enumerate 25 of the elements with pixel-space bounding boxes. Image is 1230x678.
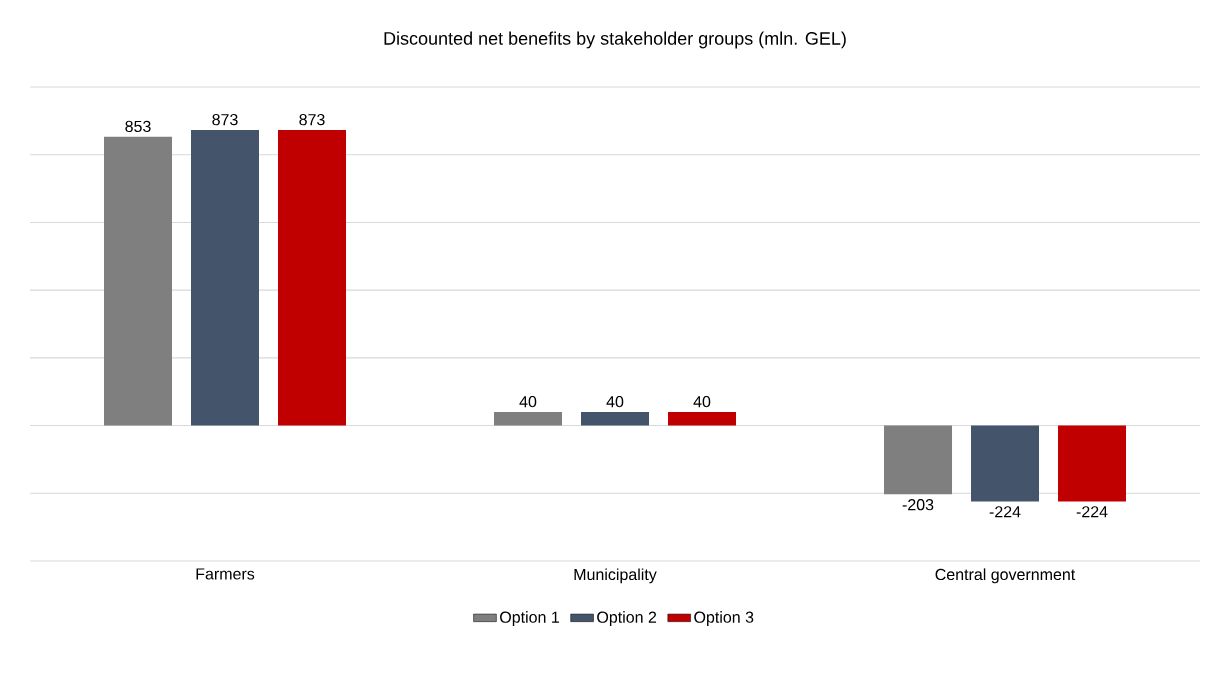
bar: [668, 412, 737, 426]
bar: [494, 412, 563, 426]
bar: [1058, 425, 1127, 502]
data-label: -224: [989, 506, 1021, 518]
legend-label: Option 1: [500, 611, 559, 626]
bar: [191, 130, 260, 426]
bar: [971, 425, 1040, 502]
bar: [104, 136, 172, 426]
x-tick-label: Central government: [935, 568, 1076, 584]
bar: [278, 130, 346, 426]
x-tick-label: Municipality: [574, 568, 657, 584]
bar: [581, 412, 650, 426]
data-label: -224: [1076, 506, 1108, 518]
x-tick-label: Farmers: [196, 568, 255, 580]
data-label: 40: [519, 395, 537, 408]
data-label: 873: [299, 113, 325, 126]
data-label: 873: [212, 113, 238, 126]
data-label: 40: [693, 395, 711, 408]
data-label: 40: [606, 395, 624, 408]
bar: [884, 425, 953, 495]
legend-label: Option 3: [694, 611, 754, 626]
chart-title: Discounted net benefits by stakeholder groups (mln. GEL): [384, 31, 846, 49]
legend-label: Option 2: [597, 611, 657, 626]
data-label: 853: [125, 120, 151, 133]
data-label: -203: [902, 499, 934, 511]
